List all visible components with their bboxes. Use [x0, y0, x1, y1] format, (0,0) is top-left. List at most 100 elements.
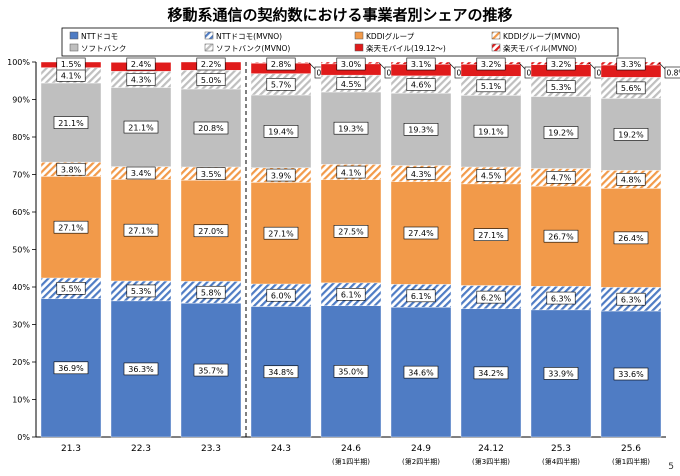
legend-label: 楽天モバイル(MVNO) [503, 43, 577, 53]
data-label: 20.8% [198, 124, 224, 133]
legend-label: KDDIグループ(MVNO) [503, 31, 580, 41]
data-label-box [543, 367, 579, 380]
data-label-box [123, 120, 159, 134]
data-label-box [126, 166, 156, 180]
data-label: 4.7% [551, 174, 572, 183]
data-label: 5.3% [131, 287, 152, 296]
data-label-box [263, 226, 299, 240]
data-label-box [473, 366, 509, 380]
data-label-box [336, 57, 366, 71]
data-label: 4.1% [61, 72, 82, 81]
data-label: 5.3% [551, 83, 572, 92]
data-label: 33.9% [548, 370, 574, 379]
data-label: 6.3% [621, 295, 642, 304]
legend-frame [61, 27, 619, 57]
data-label: 35.7% [198, 366, 224, 375]
x-tick-label: 24.6 [341, 444, 361, 454]
data-label: 3.3% [621, 60, 642, 69]
data-label: 6.1% [341, 291, 362, 300]
data-label: 27.4% [408, 229, 434, 238]
page-number: 5 [668, 462, 674, 472]
data-label-box [406, 78, 436, 91]
data-label: 3.2% [551, 60, 572, 69]
data-label-box [263, 365, 299, 379]
data-label: 0.8% [666, 69, 680, 78]
data-label: 34.8% [268, 368, 294, 377]
data-label: 35.0% [338, 368, 364, 377]
data-label: 1.5% [61, 60, 82, 69]
legend-label: KDDIグループ [366, 31, 415, 41]
data-label-box [263, 125, 299, 138]
chart-title: 移動系通信の契約数における事業者別シェアの推移 [167, 6, 513, 24]
legend-swatch [69, 31, 79, 40]
legend-item: ソフトバンク [69, 43, 126, 53]
data-label-box [193, 363, 229, 377]
data-label: 27.5% [338, 228, 364, 237]
data-label-box [196, 73, 226, 86]
data-label-box [126, 73, 156, 86]
data-label-box [613, 367, 649, 381]
legend-swatch [491, 31, 501, 40]
data-label-box [406, 57, 436, 71]
data-label: 5.0% [201, 76, 222, 85]
y-tick-label: 20% [12, 358, 30, 367]
data-label-box [126, 57, 156, 71]
data-label: 19.2% [618, 131, 644, 140]
data-label-box [56, 282, 86, 295]
data-label-box [473, 124, 509, 138]
data-label: 3.5% [201, 170, 222, 179]
data-label-box [546, 291, 576, 305]
legend-label: NTTドコモ [81, 32, 118, 41]
data-label-box [123, 362, 159, 376]
data-label-box [546, 57, 576, 71]
data-label-box [266, 78, 296, 91]
legend-item: KDDIグループ [354, 31, 415, 41]
x-sub-label: (第2四半期) [402, 457, 440, 466]
data-label-box [476, 57, 506, 71]
data-label-box [56, 162, 86, 176]
data-label-box [333, 225, 369, 238]
data-label-box [476, 290, 506, 304]
data-label: 4.8% [621, 176, 642, 185]
data-label-box [266, 168, 296, 182]
data-label-box [543, 229, 579, 243]
x-sub-label: (第3四半期) [472, 457, 510, 466]
data-label-box [613, 231, 649, 245]
legend-label: NTTドコモ(MVNO) [216, 32, 282, 41]
data-label: 34.6% [408, 368, 434, 377]
y-tick-label: 70% [12, 171, 30, 180]
data-label-box [546, 80, 576, 93]
data-label: 19.3% [408, 126, 434, 135]
data-label: 26.7% [548, 232, 574, 241]
data-label: 27.1% [478, 231, 504, 240]
data-label-box [53, 220, 89, 234]
x-tick-label: 25.6 [621, 444, 641, 454]
x-tick-label: 24.3 [271, 444, 291, 454]
data-label: 36.3% [128, 365, 154, 374]
data-label: 3.0% [341, 60, 362, 69]
data-label-box [406, 167, 436, 180]
data-label: 3.8% [61, 165, 82, 174]
data-label: 27.1% [268, 229, 294, 238]
data-label-box [543, 126, 579, 139]
data-label-box [336, 77, 366, 90]
data-label-box [333, 365, 369, 378]
data-label: 27.0% [198, 227, 224, 236]
data-label-box [123, 223, 159, 237]
data-label: 19.1% [478, 127, 504, 136]
data-label-box [473, 228, 509, 241]
data-label: 27.1% [58, 223, 84, 232]
data-label-box [613, 128, 649, 141]
data-label: 27.1% [128, 226, 154, 235]
data-label-box [196, 285, 226, 299]
legend-item: 楽天モバイル(MVNO) [491, 43, 577, 53]
data-label: 3.4% [131, 169, 152, 178]
data-label: 6.3% [551, 294, 572, 303]
y-tick-label: 50% [12, 246, 30, 255]
data-label: 26.4% [618, 234, 644, 243]
x-sub-label: (第4四半期) [542, 457, 580, 466]
data-label: 19.3% [338, 124, 364, 133]
y-tick-label: 60% [12, 208, 30, 217]
data-label-box [616, 81, 646, 95]
